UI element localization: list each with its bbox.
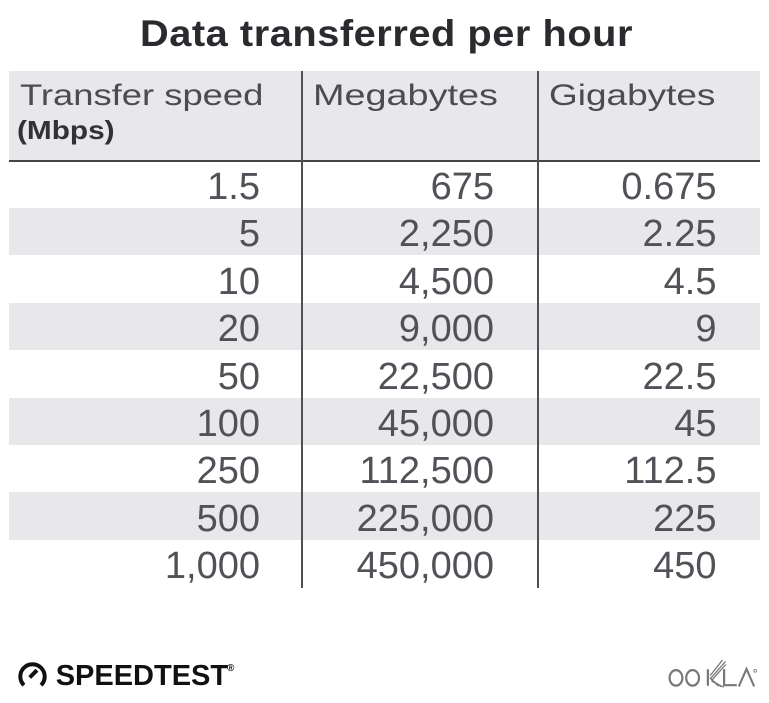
- svg-text:®: ®: [227, 663, 235, 674]
- svg-text:SPEEDTEST: SPEEDTEST: [56, 660, 229, 692]
